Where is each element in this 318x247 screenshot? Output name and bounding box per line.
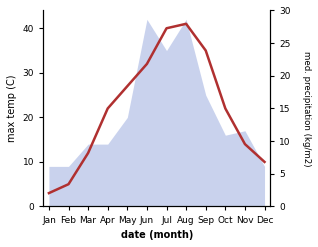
X-axis label: date (month): date (month): [121, 230, 193, 240]
Y-axis label: med. precipitation (kg/m2): med. precipitation (kg/m2): [302, 51, 311, 166]
Y-axis label: max temp (C): max temp (C): [7, 75, 17, 142]
